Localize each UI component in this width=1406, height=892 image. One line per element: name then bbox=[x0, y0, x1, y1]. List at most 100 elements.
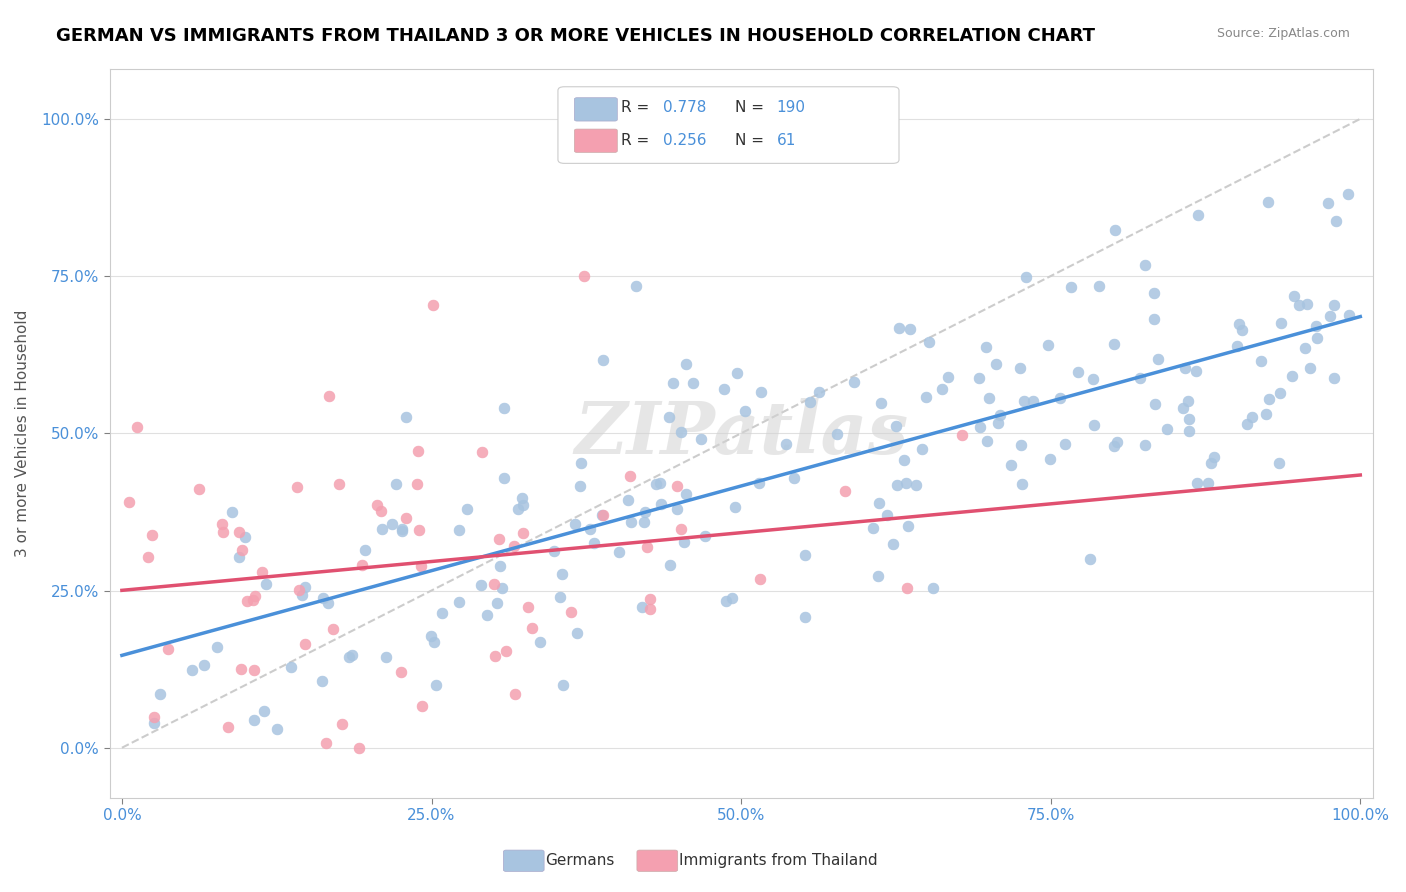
Point bbox=[897, 518, 920, 533]
Point bbox=[1014, 270, 1036, 285]
Point bbox=[337, 650, 360, 665]
Point bbox=[633, 516, 655, 530]
Text: 190: 190 bbox=[776, 100, 806, 115]
Point bbox=[979, 392, 1001, 406]
Point bbox=[294, 580, 316, 594]
Point bbox=[808, 385, 831, 400]
Point bbox=[529, 635, 551, 649]
Point bbox=[724, 500, 747, 514]
Point bbox=[1284, 289, 1306, 303]
Point bbox=[242, 592, 264, 607]
Point bbox=[862, 521, 884, 535]
Point bbox=[844, 375, 866, 389]
Point bbox=[938, 370, 960, 384]
Point bbox=[896, 582, 918, 596]
Point bbox=[666, 502, 689, 516]
Point bbox=[682, 376, 704, 390]
Point bbox=[294, 637, 316, 651]
Point bbox=[984, 357, 1007, 371]
Point bbox=[1306, 331, 1329, 345]
Point bbox=[512, 498, 534, 512]
Point bbox=[974, 340, 997, 354]
Point bbox=[911, 442, 934, 456]
Point bbox=[366, 498, 388, 512]
Point bbox=[1305, 319, 1327, 334]
Point bbox=[318, 389, 340, 403]
Point bbox=[516, 599, 538, 614]
Point bbox=[512, 526, 534, 541]
Point bbox=[1011, 438, 1033, 452]
Point bbox=[543, 544, 565, 558]
Point bbox=[714, 594, 737, 608]
Text: R =: R = bbox=[621, 133, 654, 147]
Point bbox=[1177, 394, 1199, 409]
Point bbox=[352, 558, 374, 572]
Point bbox=[799, 395, 821, 409]
Text: N =: N = bbox=[735, 133, 769, 147]
Text: Source: ZipAtlas.com: Source: ZipAtlas.com bbox=[1216, 27, 1350, 40]
Point bbox=[1324, 214, 1347, 228]
Point bbox=[312, 591, 335, 605]
Point bbox=[482, 577, 505, 591]
Point bbox=[870, 396, 893, 410]
Point bbox=[456, 502, 478, 516]
Point bbox=[725, 366, 748, 380]
Point bbox=[141, 528, 163, 542]
Point bbox=[834, 483, 856, 498]
Point bbox=[658, 558, 681, 573]
Point bbox=[1039, 452, 1062, 467]
Point bbox=[1102, 439, 1125, 453]
Point bbox=[254, 577, 277, 591]
Point bbox=[1257, 392, 1279, 406]
Point bbox=[1268, 456, 1291, 470]
Point bbox=[242, 663, 264, 677]
Text: Immigrants from Thailand: Immigrants from Thailand bbox=[679, 854, 877, 868]
Point bbox=[328, 477, 350, 491]
Point bbox=[987, 417, 1010, 431]
Point bbox=[950, 428, 973, 442]
Point bbox=[976, 434, 998, 448]
Point bbox=[391, 522, 413, 536]
Point bbox=[217, 720, 239, 734]
Point bbox=[931, 382, 953, 396]
Point bbox=[567, 626, 589, 640]
Point bbox=[695, 529, 717, 543]
Point bbox=[1078, 551, 1101, 566]
Point bbox=[371, 522, 394, 536]
Point bbox=[900, 322, 922, 336]
Point bbox=[638, 601, 661, 615]
Point bbox=[1178, 412, 1201, 426]
Point bbox=[408, 444, 430, 458]
Point bbox=[503, 687, 526, 701]
Point bbox=[675, 487, 697, 501]
Point bbox=[395, 511, 418, 525]
Point bbox=[411, 698, 433, 713]
Point bbox=[889, 321, 911, 335]
Point bbox=[1185, 475, 1208, 490]
Point bbox=[285, 480, 308, 494]
Text: Germans: Germans bbox=[546, 854, 614, 868]
Point bbox=[340, 648, 363, 662]
Point bbox=[918, 334, 941, 349]
Point bbox=[1104, 337, 1126, 351]
Point bbox=[690, 432, 713, 446]
Point bbox=[650, 497, 672, 511]
Point bbox=[592, 353, 614, 368]
Point bbox=[242, 713, 264, 727]
Point bbox=[1036, 338, 1059, 352]
Point bbox=[1250, 353, 1272, 368]
Point bbox=[876, 508, 898, 522]
Point bbox=[470, 577, 492, 591]
Text: 61: 61 bbox=[776, 133, 796, 147]
FancyBboxPatch shape bbox=[575, 98, 617, 121]
Point bbox=[143, 710, 166, 724]
Point bbox=[375, 650, 398, 665]
Point bbox=[1088, 278, 1111, 293]
Text: 0.778: 0.778 bbox=[662, 100, 706, 115]
Point bbox=[1143, 312, 1166, 326]
Point bbox=[1067, 365, 1090, 379]
Point bbox=[419, 628, 441, 642]
Point bbox=[136, 549, 159, 564]
Point bbox=[211, 517, 233, 532]
Point bbox=[288, 582, 311, 597]
